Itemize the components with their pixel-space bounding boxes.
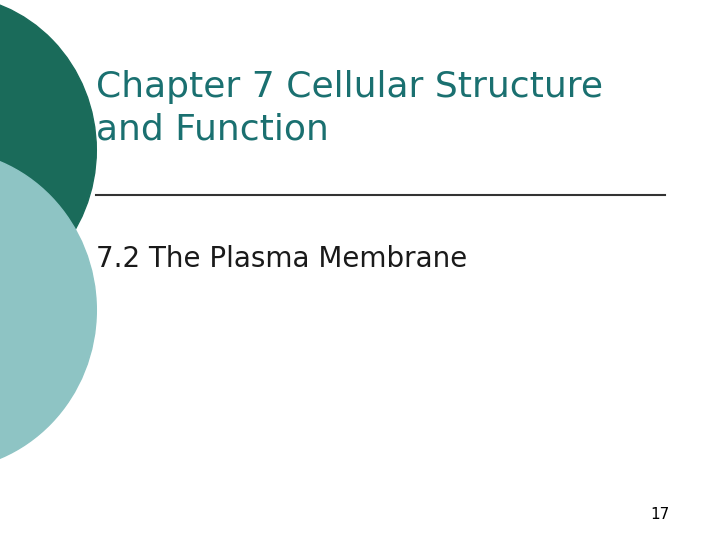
Circle shape xyxy=(0,0,96,305)
Text: Chapter 7 Cellular Structure
and Function: Chapter 7 Cellular Structure and Functio… xyxy=(96,70,603,146)
Text: 7.2 The Plasma Membrane: 7.2 The Plasma Membrane xyxy=(96,245,467,273)
Text: 17: 17 xyxy=(650,507,670,522)
Circle shape xyxy=(0,150,96,470)
